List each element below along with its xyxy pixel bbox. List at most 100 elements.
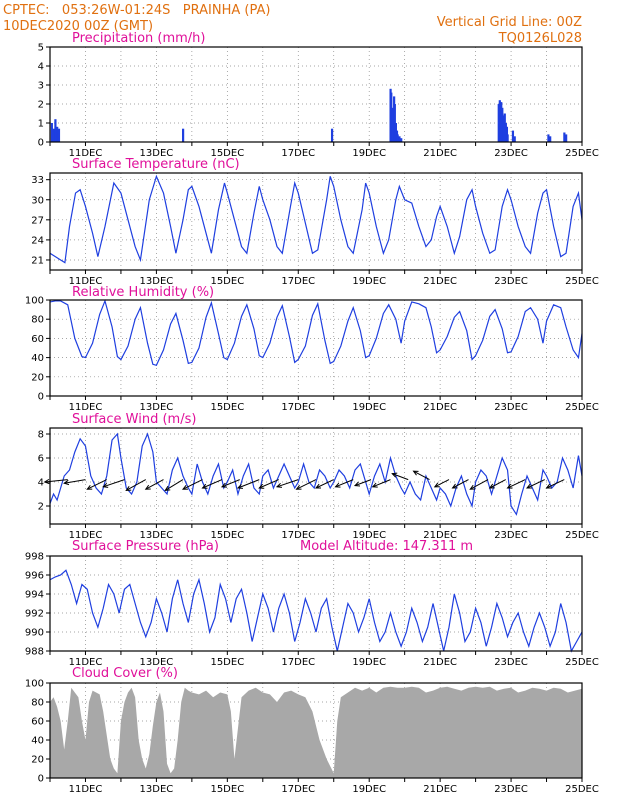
header-grid-note: Vertical Grid Line: 00Z	[437, 15, 582, 30]
x-tick-label: 23DEC	[494, 784, 528, 795]
wind-vector	[392, 473, 409, 481]
y-tick-label: 6	[38, 454, 44, 465]
wind-vector	[470, 479, 489, 490]
y-tick-label: 1	[38, 119, 44, 130]
x-tick-label: 23DEC	[494, 402, 528, 413]
x-tick-label: 17DEC	[281, 657, 315, 668]
precip-bar	[563, 132, 566, 142]
wind-vector-head	[371, 482, 378, 488]
wind-vector	[182, 479, 203, 490]
y-tick-label: 4	[38, 478, 44, 489]
wind-vector	[237, 479, 260, 489]
series-line	[49, 569, 583, 653]
x-tick-label: 13DEC	[140, 402, 174, 413]
precip-bar	[398, 136, 401, 142]
wind-vector-head	[164, 485, 171, 491]
series-line	[49, 174, 583, 264]
x-tick-label: 21DEC	[423, 657, 457, 668]
precip-bar	[54, 119, 57, 142]
x-tick-label: 15DEC	[210, 276, 244, 287]
x-tick-label: 21DEC	[423, 530, 457, 541]
wind-vector	[413, 470, 430, 481]
x-tick-label: 19DEC	[352, 276, 386, 287]
x-tick-label: 11DEC	[69, 148, 103, 159]
header-model-code: TQ0126L028	[498, 31, 582, 46]
wind-vector	[372, 479, 391, 488]
wind-title: Surface Wind (m/s)	[72, 412, 196, 427]
precip-bar	[513, 136, 516, 142]
y-tick-label: 33	[31, 175, 44, 186]
y-tick-label: 60	[31, 334, 44, 345]
y-tick-label: 20	[31, 372, 44, 383]
model-altitude-annotation: Model Altitude: 147.311 m	[300, 539, 473, 554]
x-tick-label: 17DEC	[281, 784, 315, 795]
x-tick-label: 21DEC	[423, 276, 457, 287]
x-tick-label: 19DEC	[352, 148, 386, 159]
y-tick-label: 5	[38, 43, 44, 54]
wind-vector-head	[488, 483, 495, 489]
y-tick-label: 40	[31, 736, 44, 747]
x-tick-label: 23DEC	[494, 530, 528, 541]
x-tick-label: 21DEC	[423, 784, 457, 795]
wind-vector	[296, 479, 317, 490]
wind-vector	[87, 479, 107, 490]
pressure-panel: 988 990 992 994 996 998 11DEC 13DEC 15DEC 17DEC 19…	[25, 539, 599, 668]
wind-vector-head	[545, 483, 552, 489]
grid-lines	[50, 428, 582, 524]
y-tick-label: 20	[31, 755, 44, 766]
panel-frame	[49, 46, 583, 143]
wind-vector-head	[102, 482, 109, 488]
y-tick-label: 24	[31, 235, 44, 246]
y-tick-label: 994	[25, 590, 44, 601]
x-tick-label: 13DEC	[140, 784, 174, 795]
wind-vector	[103, 479, 125, 488]
x-tick-label: 13DEC	[140, 530, 174, 541]
x-tick-label: 13DEC	[140, 276, 174, 287]
wind-vector-head	[412, 470, 419, 476]
precip-bar	[182, 128, 185, 142]
y-tick-label: 990	[25, 628, 44, 639]
x-tick-label: 17DEC	[281, 276, 315, 287]
wind-vector	[507, 479, 526, 489]
x-tick-label: 13DEC	[140, 148, 174, 159]
y-tick-label: 998	[25, 552, 44, 563]
x-tick-label: 11DEC	[69, 657, 103, 668]
wind-vectors	[43, 470, 565, 491]
x-tick-label: 19DEC	[352, 530, 386, 541]
precipitation-title: Precipitation (mm/h)	[72, 31, 205, 46]
y-tick-label: 27	[31, 215, 44, 226]
grid-lines	[50, 300, 582, 396]
y-tick-label: 2	[38, 100, 44, 111]
wind-vector	[546, 479, 565, 489]
wind-vector	[276, 479, 299, 488]
panel-frame	[49, 299, 583, 397]
y-tick-label: 0	[38, 392, 44, 403]
wind-vector-head	[506, 483, 513, 489]
cloud-cover-panel: 0 20 40 60 80 100 11DEC 13DEC 15DEC 17DEC 19DEC 21D…	[25, 666, 599, 795]
x-tick-label: 11DEC	[69, 402, 103, 413]
x-tick-label: 17DEC	[281, 530, 315, 541]
x-tick-label: 15DEC	[210, 402, 244, 413]
precip-bar	[506, 134, 509, 142]
header-date: 10DEC2020 00Z (GMT)	[3, 19, 153, 34]
y-tick-label: 988	[25, 647, 44, 658]
precip-bar	[50, 123, 53, 142]
x-tick-label: 19DEC	[352, 402, 386, 413]
x-tick-label: 15DEC	[210, 784, 244, 795]
precip-bar	[56, 126, 59, 142]
panel-frame	[49, 682, 583, 779]
wind-vector	[165, 479, 184, 491]
x-tick-label: 23DEC	[494, 148, 528, 159]
wind-vector	[64, 479, 86, 484]
wind-vector-head	[314, 483, 322, 489]
humidity-panel: 0 20 40 60 80 100 11DEC 13DEC 15DEC 17DEC 19DEC 21D…	[25, 285, 599, 413]
x-tick-label: 11DEC	[69, 276, 103, 287]
x-tick-label: 25DEC	[565, 784, 599, 795]
precip-bar	[52, 128, 55, 142]
y-tick-label: 40	[31, 353, 44, 364]
wind-vector	[221, 479, 240, 488]
wind-panel: 2 4 6 8 11DEC 13DEC 15DEC 17DEC 19DEC 21DEC 23DEC 2…	[38, 412, 599, 541]
wind-vector-head	[63, 479, 70, 486]
wind-vector-head	[451, 483, 458, 489]
